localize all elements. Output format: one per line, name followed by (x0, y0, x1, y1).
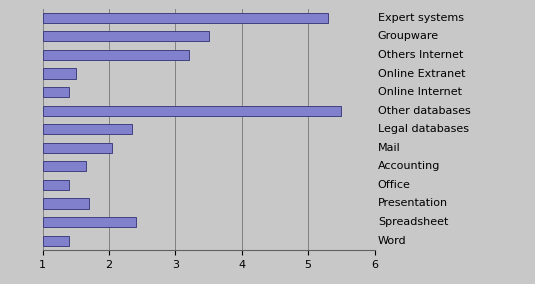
Text: Presentation: Presentation (378, 199, 448, 208)
Text: Expert systems: Expert systems (378, 13, 464, 23)
Text: Groupware: Groupware (378, 31, 439, 41)
Bar (43, 87, 70, 97)
Bar (43, 68, 76, 79)
Bar (43, 199, 89, 209)
Text: Mail: Mail (378, 143, 401, 153)
Text: Legal databases: Legal databases (378, 124, 469, 134)
Text: Online Internet: Online Internet (378, 87, 462, 97)
Bar (43, 143, 112, 153)
Text: Accounting: Accounting (378, 161, 440, 171)
Bar (43, 217, 136, 227)
Text: Spreadsheet: Spreadsheet (378, 217, 448, 227)
Bar (43, 235, 70, 246)
Bar (43, 106, 341, 116)
Bar (43, 31, 209, 41)
Text: Other databases: Other databases (378, 106, 471, 116)
Text: Online Extranet: Online Extranet (378, 68, 465, 78)
Text: Word: Word (378, 236, 407, 246)
Bar (43, 161, 86, 172)
Text: Office: Office (378, 180, 411, 190)
Bar (43, 180, 70, 190)
Text: Others Internet: Others Internet (378, 50, 463, 60)
Bar (43, 13, 328, 23)
Bar (43, 50, 189, 60)
Bar (43, 124, 132, 134)
